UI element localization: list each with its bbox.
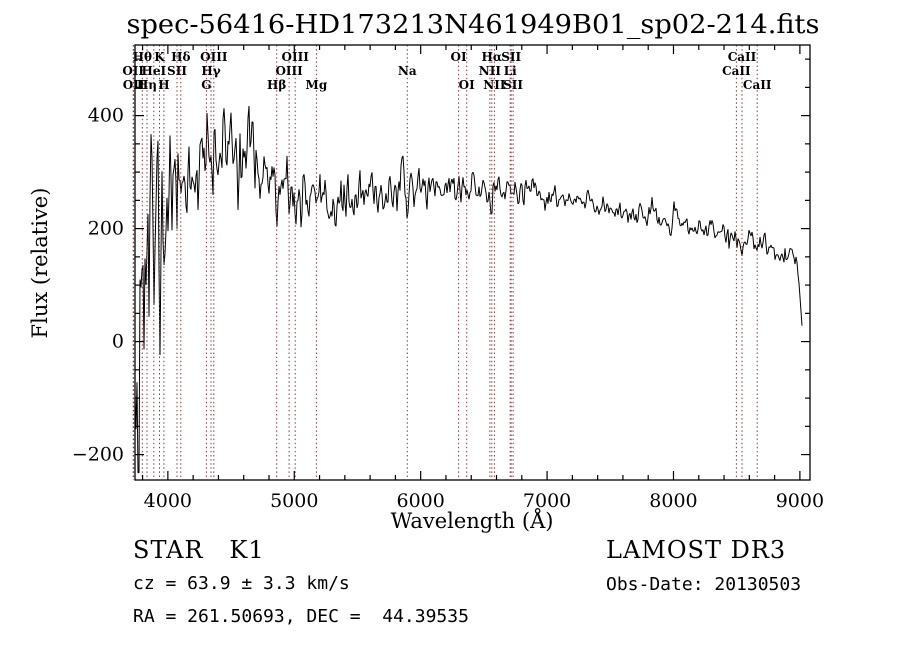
object-class-label: STAR K1 (133, 536, 265, 564)
obs-date: Obs-Date: 20130503 (606, 574, 802, 595)
spectral-line-label: K (154, 50, 165, 64)
x-axis-label: Wavelength (Å) (391, 508, 554, 533)
x-tick-label: 4000 (144, 490, 192, 512)
spectral-line-label: Li (504, 64, 517, 78)
spectral-line-label: Hβ (267, 78, 286, 92)
x-tick-label: 7000 (523, 490, 571, 512)
ra-dec: RA = 261.50693, DEC = 44.39535 (133, 606, 469, 627)
spectral-line-label: SII (503, 78, 523, 92)
y-tick-label: 0 (112, 331, 124, 353)
spectral-line-label: Mg (306, 78, 328, 92)
spectral-line-label: OIII (275, 64, 303, 78)
spectral-line-label: OII (123, 78, 145, 92)
spectral-line-label: OI (451, 50, 467, 64)
spectral-line-label: G (201, 78, 211, 92)
y-tick-label: 400 (88, 105, 124, 127)
spectral-line-label: OII (122, 64, 144, 78)
spectral-line-label: CaII (722, 64, 751, 78)
spectral-line-label: H (158, 78, 169, 92)
spectral-line-label: Na (398, 64, 417, 78)
x-tick-label: 8000 (649, 490, 697, 512)
spectral-line-label: Hδ (171, 50, 190, 64)
spectral-line-label: SII (501, 50, 521, 64)
spectral-line-label: Hγ (201, 64, 220, 78)
spectral-line-label: OI (459, 78, 475, 92)
x-tick-label: 6000 (396, 490, 444, 512)
survey-label: LAMOST DR3 (606, 536, 787, 564)
spectral-line-label: Hα (482, 50, 503, 64)
spectral-line-label: CaII (728, 50, 757, 64)
spectral-line-label: HeI (142, 64, 167, 78)
x-tick-label: 9000 (776, 490, 824, 512)
y-tick-label: 200 (88, 218, 124, 240)
plot-frame (134, 44, 811, 481)
y-axis-label: Flux (relative) (28, 188, 52, 339)
spectrum-line (134, 105, 803, 474)
spectral-line-label: NII (483, 78, 506, 92)
cz-value: cz = 63.9 ± 3.3 km/s (133, 573, 350, 594)
spectral-line-label: CaII (743, 78, 772, 92)
spectral-line-label: Hη (137, 78, 157, 92)
x-tick-label: 5000 (270, 490, 318, 512)
spectral-line-label: SII (167, 64, 187, 78)
spectral-line-label: Hθ (133, 50, 152, 64)
chart-title: spec-56416-HD173213N461949B01_sp02-214.f… (127, 10, 820, 40)
spectral-line-label: OIII (282, 50, 310, 64)
spectral-line-label: NII (479, 64, 502, 78)
spectral-line-label: OIII (200, 50, 228, 64)
y-tick-label: −200 (72, 444, 124, 466)
